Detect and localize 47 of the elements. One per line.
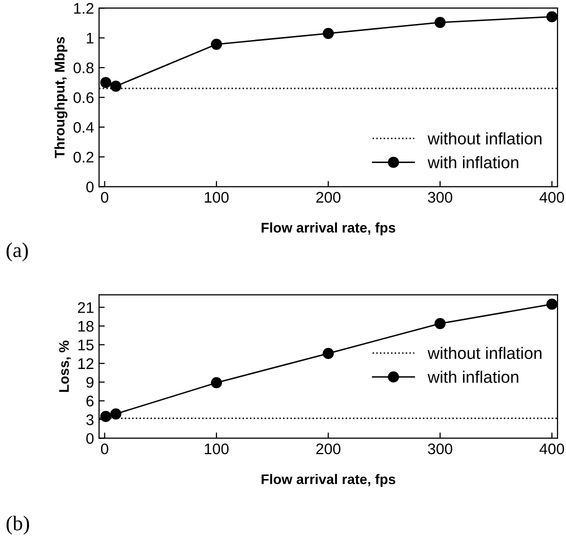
- y-tick-label: 0.8: [74, 62, 94, 74]
- point: [100, 410, 112, 422]
- legend-label: with inflation: [428, 156, 518, 168]
- y-tick-label: 0.2: [74, 152, 94, 163]
- x-axis-title: Flow arrival rate, fps: [262, 474, 396, 487]
- text: (b): [6, 516, 30, 535]
- y-tick-label: 0.6: [74, 92, 94, 104]
- point: [110, 408, 122, 420]
- x-tick-label: 300: [428, 192, 452, 203]
- y-tick-label: 1: [86, 32, 94, 44]
- y-tick-label: 18: [78, 320, 94, 332]
- y-tick-label: 0: [86, 433, 94, 444]
- point: [100, 76, 112, 88]
- point: [546, 11, 558, 22]
- x-tick-label: 200: [316, 192, 340, 203]
- y-tick-label: 1.2: [74, 2, 94, 14]
- x-tick-label: 200: [316, 443, 340, 454]
- point: [210, 38, 222, 50]
- y-tick-label: 21: [78, 302, 94, 313]
- point: [110, 80, 122, 92]
- point: [546, 298, 558, 310]
- y-tick-label: 3: [86, 414, 94, 426]
- y-tick-label: 0: [86, 182, 94, 192]
- y-tick-label: 15: [78, 340, 94, 350]
- legend-label: without inflation: [428, 346, 542, 360]
- y-axis-title: Throughput, Mbps: [54, 37, 68, 158]
- x-tick-label: 0: [100, 192, 108, 203]
- point: [322, 348, 334, 359]
- legend-label: without inflation: [428, 132, 542, 144]
- point: [434, 318, 446, 330]
- y-tick-label: 6: [86, 396, 94, 406]
- x-tick-label: 0: [100, 443, 108, 454]
- x-tick-label: 400: [540, 192, 564, 203]
- point: [210, 377, 222, 388]
- y-tick-label: 9: [86, 376, 94, 388]
- y-tick-label: 12: [78, 358, 94, 369]
- text: (a): [6, 242, 28, 262]
- x-tick-label: 100: [204, 192, 229, 203]
- y-tick-label: 0.4: [74, 122, 94, 133]
- y-axis-title: Loss, %: [59, 340, 71, 392]
- point: [434, 16, 446, 28]
- x-tick-label: 100: [204, 443, 229, 454]
- x-tick-label: 300: [428, 443, 452, 454]
- point: [322, 28, 334, 39]
- legend-label: with inflation: [428, 370, 518, 383]
- x-axis-title: Flow arrival rate, fps: [262, 222, 396, 236]
- x-tick-label: 400: [540, 443, 564, 454]
